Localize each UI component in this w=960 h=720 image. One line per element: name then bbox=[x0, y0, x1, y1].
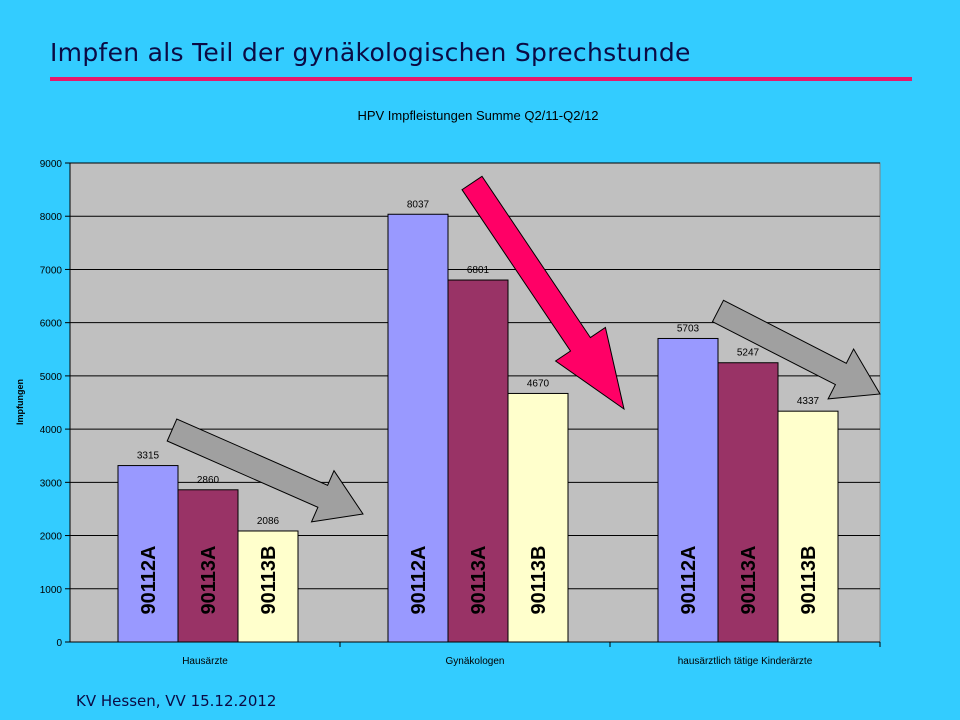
y-tick-label: 2000 bbox=[40, 532, 63, 543]
slide-title: Impfen als Teil der gynäkologischen Spre… bbox=[50, 38, 691, 67]
data-label: 4670 bbox=[527, 378, 550, 389]
y-tick-label: 8000 bbox=[40, 212, 63, 223]
x-category-label: hausärztlich tätige Kinderärzte bbox=[678, 656, 813, 667]
data-label: 2860 bbox=[197, 475, 220, 486]
y-axis-label: Impfungen bbox=[15, 379, 25, 425]
bar-series-label: 90113B bbox=[528, 546, 550, 615]
bar-series-label: 90113A bbox=[468, 546, 490, 615]
chart-title: HPV Impfleistungen Summe Q2/11-Q2/12 bbox=[357, 108, 598, 123]
bar-series-label: 90112A bbox=[138, 546, 160, 615]
data-label: 5247 bbox=[737, 348, 760, 359]
bar-series-label: 90112A bbox=[408, 546, 430, 615]
bar-90112A bbox=[117, 465, 179, 643]
bar-series-label: 90112A bbox=[678, 546, 700, 615]
bar-series-label: 90113B bbox=[258, 546, 280, 615]
gray-arrow-hausaerzte bbox=[166, 418, 364, 523]
bar-90112A bbox=[387, 213, 449, 643]
bar-series-label: 90113B bbox=[798, 546, 820, 615]
y-tick-label: 4000 bbox=[40, 425, 63, 436]
bar-90113B bbox=[777, 410, 839, 643]
bar-series-label: 90113A bbox=[738, 546, 760, 615]
data-label: 4337 bbox=[797, 396, 820, 407]
bar-90113B bbox=[507, 392, 569, 643]
data-label: 8037 bbox=[407, 199, 430, 210]
data-label: 6801 bbox=[467, 265, 490, 276]
bar-90113B bbox=[237, 530, 299, 643]
y-tick-label: 7000 bbox=[40, 265, 63, 276]
data-label: 5703 bbox=[677, 323, 700, 334]
pink-arrow-gynaekologen bbox=[461, 175, 625, 411]
x-category-label: Gynäkologen bbox=[446, 656, 505, 667]
axes bbox=[65, 162, 881, 647]
bars bbox=[117, 213, 839, 643]
gray-arrow-kinderaerzte bbox=[711, 299, 881, 400]
y-tick-label: 1000 bbox=[40, 585, 63, 596]
y-tick-label: 9000 bbox=[40, 159, 63, 170]
y-tick-label: 0 bbox=[56, 638, 62, 649]
annotation-arrows bbox=[166, 175, 881, 523]
x-category-label: Hausärzte bbox=[182, 656, 228, 667]
y-tick-label: 3000 bbox=[40, 478, 63, 489]
y-tick-label: 5000 bbox=[40, 372, 63, 383]
bar-series-label: 90113A bbox=[198, 546, 220, 615]
labels: 0 1000 2000 3000 4000 5000 6000 7000 8000 9000 Hau… bbox=[40, 159, 820, 667]
data-label: 3315 bbox=[137, 451, 160, 462]
title-divider bbox=[50, 77, 912, 81]
footer-text: KV Hessen, VV 15.12.2012 bbox=[76, 692, 277, 710]
y-tick-label: 6000 bbox=[40, 319, 63, 330]
bar-90113A bbox=[447, 279, 509, 643]
data-label: 2086 bbox=[257, 516, 280, 527]
